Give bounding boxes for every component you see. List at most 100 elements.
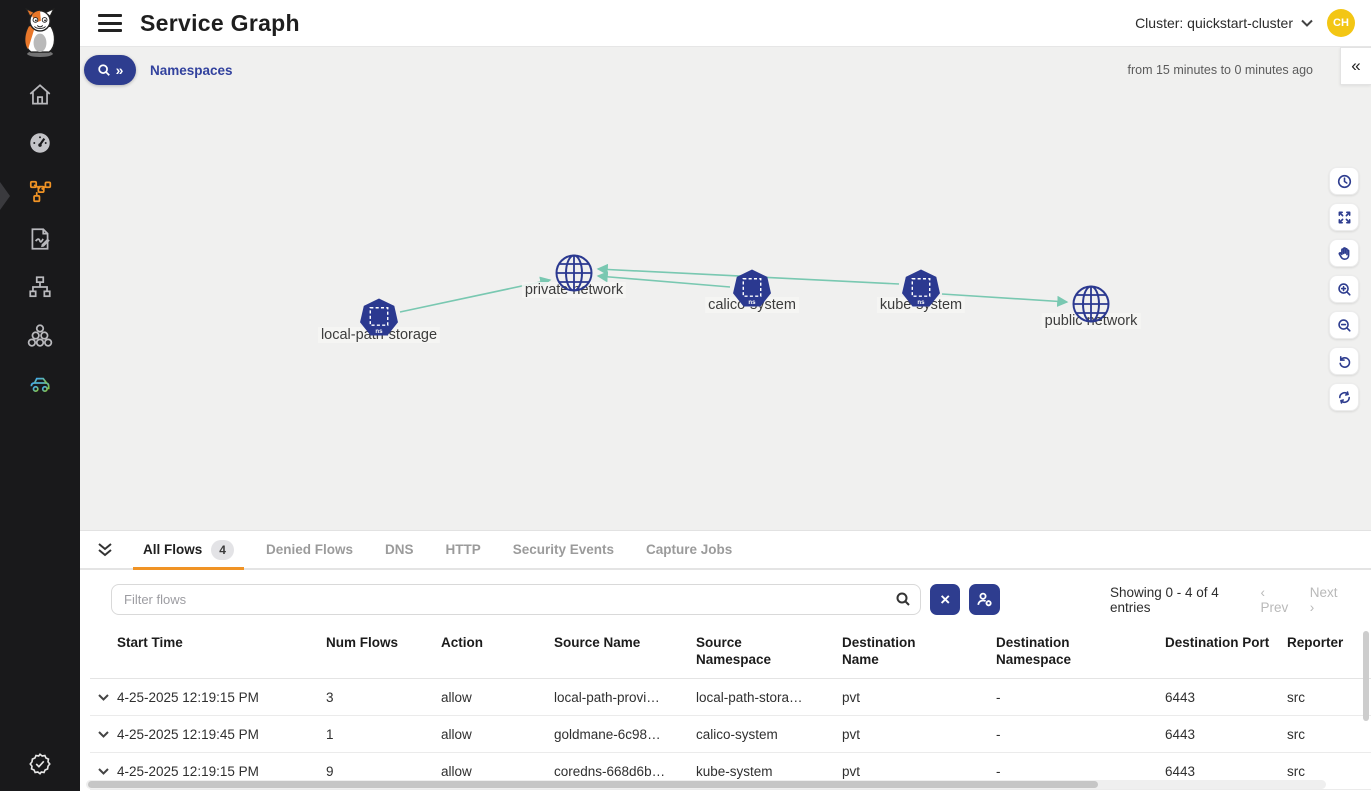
column-header[interactable]: Destination Port — [1165, 635, 1270, 650]
zoom-in-button[interactable] — [1329, 275, 1359, 303]
table-header-row: Start Time Num Flows Action Source Name … — [90, 629, 1371, 679]
sidebar-item-nodes[interactable] — [18, 272, 62, 302]
sidebar-item-certificate[interactable] — [0, 751, 80, 777]
sidebar-item-policies[interactable] — [18, 224, 62, 254]
cluster-circles-icon — [27, 323, 53, 347]
refresh-button[interactable] — [1329, 383, 1359, 411]
network-tree-icon — [29, 275, 51, 297]
namespace-icon: ns — [733, 269, 771, 307]
expand-row-button[interactable] — [90, 767, 117, 775]
flows-table: Start Time Num Flows Action Source Name … — [90, 629, 1371, 790]
tab-security-events[interactable]: Security Events — [512, 542, 615, 557]
graph-node-calico-system[interactable]: ns — [732, 269, 772, 309]
calico-cat-logo[interactable] — [18, 8, 62, 58]
horizontal-scrollbar-thumb[interactable] — [88, 781, 1098, 788]
column-header[interactable]: Destination Namespace — [996, 635, 1072, 667]
user-gear-icon — [977, 592, 992, 607]
chevron-down-icon — [98, 730, 109, 738]
graph-search-button[interactable]: » — [84, 55, 136, 85]
next-button[interactable]: Next › — [1309, 584, 1338, 615]
vertical-scrollbar[interactable] — [1363, 631, 1369, 781]
column-header[interactable]: Destination Name — [842, 635, 916, 667]
time-settings-button[interactable] — [1329, 167, 1359, 195]
sidebar-item-compliance[interactable] — [18, 368, 62, 398]
chevron-down-icon — [1301, 19, 1313, 27]
car-icon — [30, 377, 50, 392]
tab-http[interactable]: HTTP — [445, 542, 481, 557]
namespace-icon: ns — [360, 298, 398, 336]
tab-capture-jobs[interactable]: Capture Jobs — [646, 542, 733, 557]
fit-screen-icon — [1338, 211, 1350, 223]
globe-icon — [555, 254, 593, 292]
collapse-panel-button[interactable] — [96, 542, 114, 558]
flows-tabbar: All Flows 4 Denied Flows DNS HTTP Securi… — [80, 531, 1371, 570]
pagination: ‹ Prev Next › — [1260, 585, 1345, 615]
svg-text:ns: ns — [375, 328, 383, 335]
graph-node-public-network[interactable] — [1071, 284, 1111, 324]
active-item-wedge — [0, 182, 10, 210]
column-header[interactable]: Source Namespace — [696, 635, 772, 667]
column-customize-button[interactable] — [969, 584, 1000, 615]
menu-icon[interactable] — [98, 14, 122, 32]
search-icon[interactable] — [895, 591, 911, 612]
top-header: Service Graph Cluster: quickstart-cluste… — [80, 0, 1371, 47]
undo-button[interactable] — [1329, 347, 1359, 375]
sidebar-item-dashboard[interactable] — [18, 128, 62, 158]
svg-text:ns: ns — [917, 299, 925, 306]
all-flows-count-badge: 4 — [211, 539, 234, 560]
chevron-down-icon — [98, 693, 109, 701]
column-header[interactable]: Start Time — [117, 635, 183, 650]
tab-all-flows[interactable]: All Flows 4 — [127, 531, 250, 570]
graph-node-kube-system[interactable]: ns — [901, 269, 941, 309]
sidebar-item-service-graph[interactable] — [18, 176, 62, 206]
showing-entries-label: Showing 0 - 4 of 4 entries — [1109, 584, 1219, 615]
breadcrumb[interactable]: Namespaces — [150, 63, 233, 78]
sidebar — [0, 0, 80, 791]
column-header[interactable]: Action — [441, 635, 483, 650]
refresh-icon — [1338, 390, 1350, 404]
table-row[interactable]: 4-25-2025 12:19:15 PM 3 allow local-path… — [90, 679, 1371, 716]
avatar[interactable]: CH — [1327, 9, 1355, 37]
column-header[interactable]: Num Flows — [326, 635, 399, 650]
globe-icon — [1072, 285, 1110, 323]
table-row[interactable]: 4-25-2025 12:19:15 PM 9 allow coredns-66… — [90, 753, 1371, 790]
chevron-down-icon — [98, 767, 109, 775]
graph-node-local-path-storage[interactable]: ns — [359, 298, 399, 338]
search-icon — [97, 64, 110, 76]
flows-panel: All Flows 4 Denied Flows DNS HTTP Securi… — [80, 530, 1371, 791]
tab-dns[interactable]: DNS — [384, 542, 414, 557]
filter-flows-input[interactable] — [111, 584, 921, 615]
fit-screen-button[interactable] — [1329, 203, 1359, 231]
horizontal-scrollbar[interactable] — [86, 780, 1326, 789]
column-header[interactable]: Reporter — [1287, 635, 1344, 650]
namespace-icon: ns — [902, 269, 940, 307]
rosette-check-icon — [29, 753, 51, 775]
tab-denied-flows[interactable]: Denied Flows — [265, 542, 353, 557]
filter-row: × Showing 0 - 4 of 4 entries ‹ Prev Next… — [111, 584, 1355, 615]
cluster-selector[interactable]: Cluster: quickstart-cluster — [1135, 15, 1313, 31]
cluster-selector-label: Cluster: quickstart-cluster — [1135, 15, 1293, 31]
home-icon — [29, 83, 51, 105]
time-range-label: from 15 minutes to 0 minutes ago — [1127, 63, 1313, 77]
page-title: Service Graph — [140, 9, 300, 36]
table-row[interactable]: 4-25-2025 12:19:45 PM 1 allow goldmane-6… — [90, 716, 1371, 753]
report-pencil-icon — [31, 227, 50, 250]
clear-filter-button[interactable]: × — [930, 584, 961, 615]
sidebar-item-endpoints[interactable] — [18, 320, 62, 350]
expand-row-button[interactable] — [90, 693, 117, 701]
vertical-scrollbar-thumb[interactable] — [1363, 631, 1369, 721]
service-graph-icon — [29, 180, 52, 202]
sidebar-item-home[interactable] — [18, 80, 62, 110]
zoom-out-button[interactable] — [1329, 311, 1359, 339]
clock-icon — [1337, 174, 1351, 188]
column-header[interactable]: Source Name — [554, 635, 641, 650]
graph-node-private-network[interactable] — [554, 253, 594, 293]
expand-search-icon: » — [115, 62, 124, 78]
pan-button[interactable] — [1329, 239, 1359, 267]
graph-edges — [399, 263, 1069, 313]
zoom-out-icon — [1337, 318, 1351, 332]
expand-row-button[interactable] — [90, 730, 117, 738]
service-graph-canvas[interactable]: local-path-storage private network calic… — [80, 47, 1371, 530]
right-panel-collapse-button[interactable]: « — [1340, 47, 1371, 85]
prev-button[interactable]: ‹ Prev — [1260, 584, 1289, 615]
